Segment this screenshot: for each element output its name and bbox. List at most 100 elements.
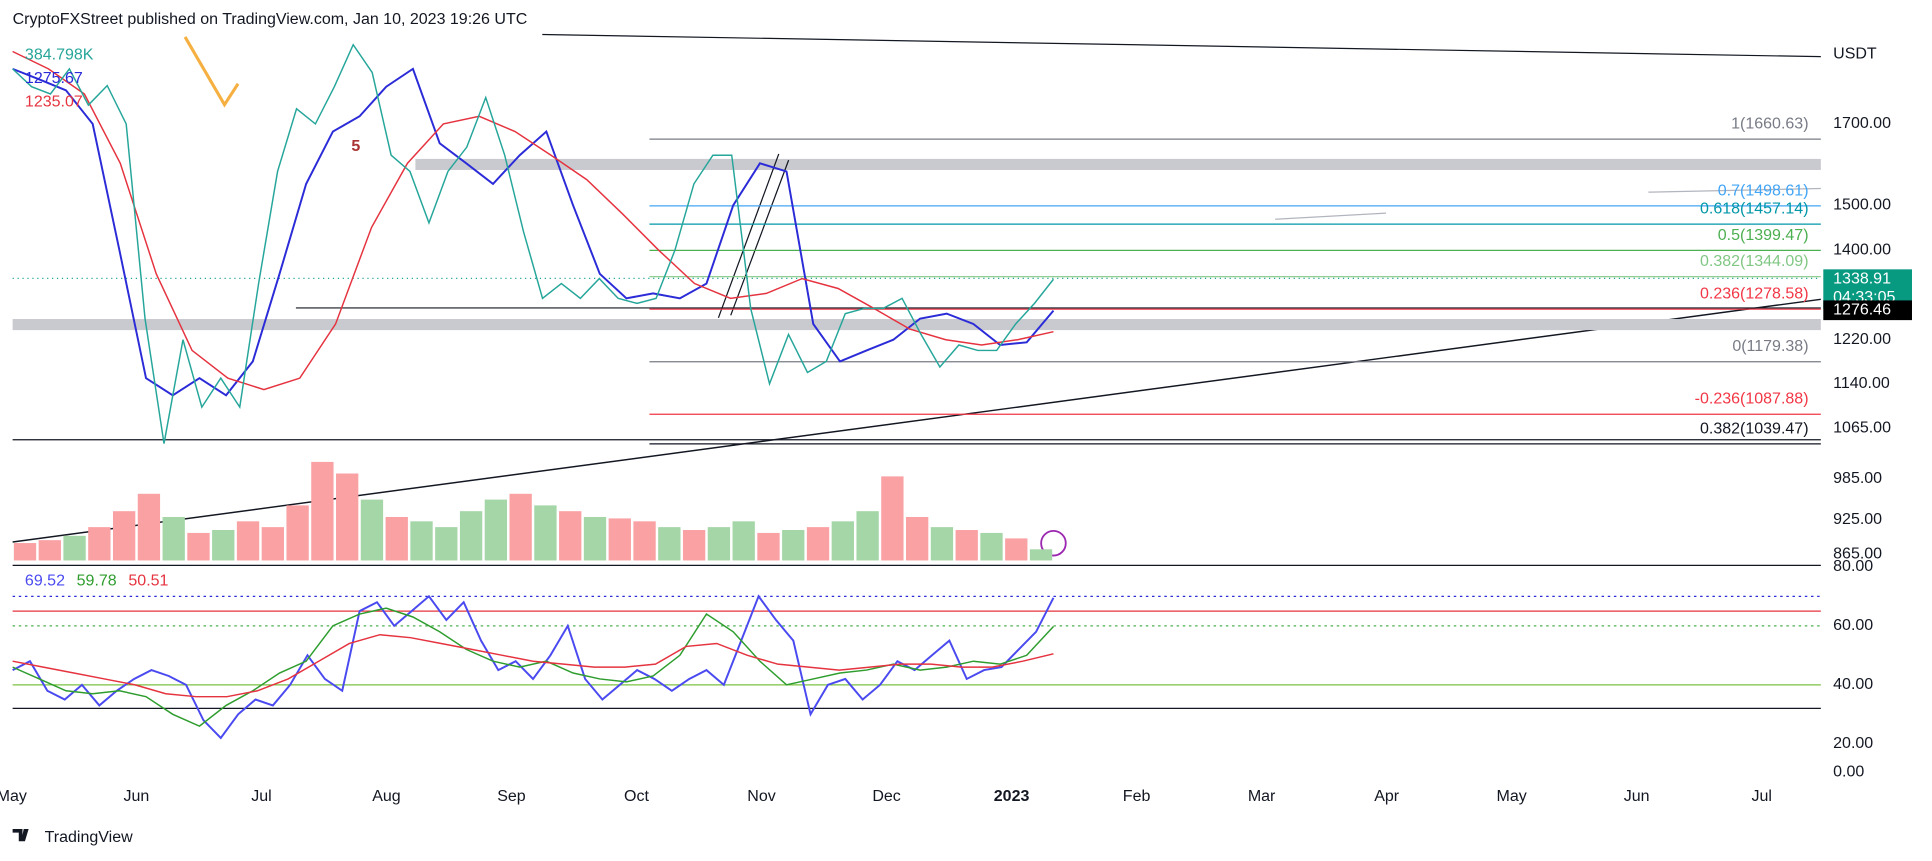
fib-label: 1(1660.63) [1731,116,1808,133]
y-tick-label: 1400.00 [1833,241,1891,258]
y-tick-label: 1220.00 [1833,331,1891,348]
volume-bar [806,527,830,561]
header: CryptoFXStreet published on TradingView.… [13,11,528,28]
volume-bar [831,521,854,561]
y-tick-label: 40.00 [1833,676,1873,693]
legend-entry: 59.78 [77,573,117,590]
volume-bar [435,527,458,561]
footer: TradingView [45,829,133,846]
x-tick-label: May [0,788,27,805]
volume-bar [187,532,210,561]
volume-bar [534,505,557,561]
y-tick-label: 865.00 [1833,546,1882,563]
volume-bar [682,530,706,561]
volume-bar [63,535,86,561]
volume-bar [707,527,731,561]
volume-bar [633,521,656,561]
fib-label: 0.618(1457.14) [1700,201,1809,218]
volume-bar [955,530,978,561]
volume-bar [311,461,334,561]
x-tick-label: Jun [1624,788,1650,805]
x-tick-label: Nov [747,788,775,805]
volume-bar [137,493,161,561]
y-tick-label: 1700.00 [1833,115,1891,132]
fib-label: 0.382(1344.09) [1700,253,1809,270]
x-tick-label: Feb [1123,788,1151,805]
volume-bar [732,521,755,561]
legend-entry: 69.52 [25,573,65,590]
volume-bar [583,516,607,561]
fib-label: 0(1179.38) [1732,338,1808,355]
volume-bar [385,516,408,561]
volume-bar [980,532,1003,561]
y-tick-label: 1500.00 [1833,197,1891,214]
x-tick-label: May [1497,788,1527,805]
series-line [12,50,1054,391]
y-tick-label: 925.00 [1833,511,1882,528]
x-tick-label: Dec [872,788,900,805]
price-tag [1823,300,1912,321]
volume-bar [112,511,136,561]
wave-label: 5 [351,138,360,155]
volume-bar [88,527,111,561]
fib-label: 0.382(1039.47) [1700,420,1809,437]
x-tick-label: Jun [124,788,150,805]
x-tick-label: Oct [624,788,649,805]
volume-bar [162,516,185,561]
x-tick-label: Jul [251,788,271,805]
y-tick-label: 1140.00 [1833,375,1890,392]
volume-bar [881,476,904,561]
volume-bar [484,499,508,561]
x-tick-label: Jul [1751,788,1771,805]
volume-bar [336,473,359,561]
legend-entry: 1235.07 [25,93,83,110]
fib-label: 0.236(1278.58) [1700,286,1809,303]
volume-bar [1005,538,1028,561]
volume-bar [410,521,433,561]
x-tick-label: Aug [372,788,400,805]
volume-bar [459,511,483,561]
series-line [12,607,1054,727]
series-line [12,43,1055,444]
legend-entry: 384.798K [25,47,94,64]
volume-bar [212,530,235,561]
y-tick-label: 985.00 [1833,470,1882,487]
y-tick-label: 80.00 [1833,558,1873,575]
volume-bar [360,499,384,561]
y-tick-label: 20.00 [1833,735,1873,752]
fib-label: 0.7(1498.61) [1718,182,1809,199]
legend-entry: 1275.67 [25,70,83,87]
volume-bar [559,511,582,561]
volume-bar [236,521,260,561]
volume-bar [13,543,37,561]
volume-bar [782,530,805,561]
volume-bar [261,527,284,561]
x-tick-label: Sep [497,788,526,805]
series-line [12,633,1054,698]
y-tick-label: 0.00 [1833,764,1864,781]
volume-bar [38,540,61,561]
y-tick-label: 1065.00 [1833,419,1891,436]
legend-entry: 50.51 [128,573,168,590]
price-tag-label: 1338.91 [1833,270,1891,287]
volume-bar [905,516,929,561]
price-tag-label: 1276.46 [1833,301,1891,318]
volume-bar [608,518,631,561]
series-line [12,594,1055,740]
volume-bar [658,527,681,561]
volume-bar [757,532,780,561]
currency: USDT [1833,45,1877,62]
x-tick-label: 2023 [994,788,1030,805]
y-tick-label: 60.00 [1833,617,1873,634]
x-tick-label: Mar [1248,788,1276,805]
volume-bar [509,493,532,561]
fib-label: 0.5(1399.47) [1718,227,1809,244]
volume-bar [856,511,879,561]
volume-bar [930,527,954,561]
logo [12,828,29,842]
fib-label: -0.236(1087.88) [1695,391,1809,408]
volume-bar [1029,549,1053,561]
